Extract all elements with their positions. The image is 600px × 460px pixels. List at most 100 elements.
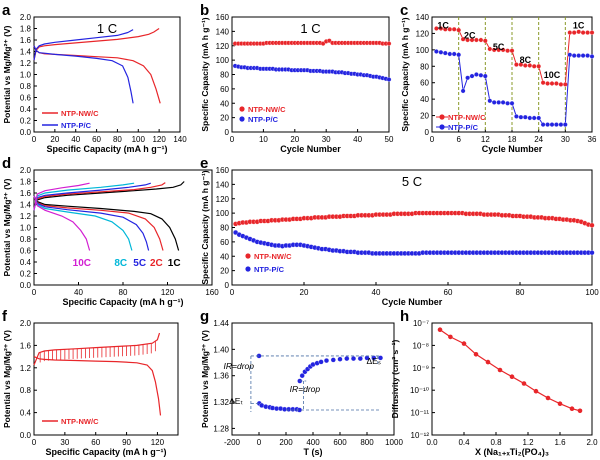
x-tick-label: 40 [353, 135, 362, 144]
panel-d: d 0 40 80 120 160 0.0 0.2 0.4 0.6 0.8 1.0 1.2 1.4 1.6 1… [2, 155, 219, 307]
y-tick-label: 10⁻¹¹ [411, 409, 430, 418]
y-tick-label: 0.2 [20, 270, 32, 279]
y-tick-label: 1.6 [20, 341, 32, 350]
annotation-text: ΔEₜ [229, 396, 243, 406]
x-tick-label: 12 [481, 135, 490, 144]
legend-entry: NTP-NW/C [436, 113, 486, 122]
legend-entry: NTP-NW/C [42, 417, 99, 426]
legend-label: NTP-P/C [448, 123, 479, 132]
data-point [567, 30, 573, 35]
data-point [562, 122, 568, 127]
annotation-text: 10C [544, 70, 561, 80]
legend-swatch [239, 106, 245, 112]
data-point [330, 357, 336, 363]
y-tick-label: 10⁻⁷ [413, 319, 429, 328]
legend-swatch [245, 253, 251, 259]
panel-b: b 0 10 20 30 40 50 0 20 40 60 80 100 120 140 160 Cycle N… [200, 2, 394, 154]
series-line [33, 195, 164, 251]
y-axis-label: Specific Capacity (mA h g⁻¹) [200, 170, 210, 284]
y-tick-label: 20 [220, 114, 229, 123]
panel-f: f 0 30 60 90 120 0.0 0.4 0.8 1.2 1.6 2.0 Specific Ca… [2, 308, 179, 457]
data-point [465, 75, 470, 81]
data-point [482, 73, 488, 79]
x-tick-label: 0.8 [490, 438, 502, 447]
series-ntp-nw-c [232, 38, 392, 46]
annotation-text: 5C [493, 42, 505, 52]
x-axis-label: T (s) [304, 447, 323, 457]
data-point [518, 62, 524, 67]
y-tick-label: 40 [220, 99, 229, 108]
data-point [580, 30, 586, 35]
data-point [514, 62, 519, 67]
y-tick-label: 100 [216, 56, 230, 65]
panel-label-a: a [2, 2, 11, 19]
data-point [509, 48, 515, 54]
y-tick-label: 1.44 [213, 319, 229, 328]
legend-label: NTP-P/C [61, 121, 92, 130]
y-axis-label: Specific Capacity (mA h g⁻¹) [400, 17, 410, 131]
data-point [451, 51, 457, 57]
y-tick-label: 80 [220, 71, 229, 80]
data-point [318, 359, 324, 365]
y-axis-label: Potential vs Mg/Mg²⁺ (V) [2, 330, 12, 428]
x-axis-label: Cycle Number [280, 144, 341, 154]
y-tick-label: 60 [220, 238, 229, 247]
x-tick-label: 30 [561, 135, 570, 144]
x-tick-label: 120 [161, 288, 175, 297]
legend-entry: NTP-P/C [42, 121, 92, 130]
x-tick-label: 90 [122, 438, 131, 447]
data-point [326, 38, 332, 44]
data-point [505, 100, 510, 106]
panel-a: a 0 20 40 60 80 100 120 140 0.0 0.2 0.4 0.6 0.8 1.0 1.2… [2, 2, 187, 154]
chart-title: 1 C [97, 21, 117, 36]
legend-label: NTP-NW/C [254, 252, 292, 261]
legend-label: NTP-P/C [254, 265, 285, 274]
annotation-text: 1C [437, 21, 449, 31]
data-point [540, 122, 546, 127]
y-tick-label: 0.4 [20, 105, 32, 114]
x-tick-label: 20 [290, 135, 299, 144]
y-tick-label: 40 [220, 252, 229, 261]
y-tick-label: 1.2 [20, 364, 32, 373]
data-point [549, 122, 555, 127]
data-point [558, 82, 564, 87]
x-tick-label: 30 [60, 438, 69, 447]
y-tick-label: 100 [416, 46, 430, 55]
data-point [536, 63, 542, 69]
data-point [456, 27, 462, 33]
y-tick-label: 140 [216, 27, 230, 36]
rate-label: 2C [150, 258, 163, 269]
data-point [536, 115, 542, 121]
data-point [438, 49, 444, 55]
legend-swatch [245, 266, 251, 272]
y-tick-label: 1.40 [213, 345, 229, 354]
annotation-text: 2C [464, 30, 476, 40]
series-ntp-p-c [434, 49, 595, 127]
y-tick-label: 1.8 [20, 178, 32, 187]
x-tick-label: 40 [372, 288, 381, 297]
y-tick-label: 1.0 [20, 71, 32, 80]
x-tick-label: 60 [91, 438, 100, 447]
legend-label: NTP-NW/C [61, 417, 99, 426]
data-point [562, 82, 568, 87]
data-point [491, 100, 497, 105]
y-tick-label: 0.8 [20, 82, 32, 91]
x-tick-label: 1.6 [554, 438, 566, 447]
x-tick-label: 100 [585, 288, 599, 297]
y-tick-label: 60 [220, 85, 229, 94]
series-curve-1 [33, 356, 162, 416]
x-tick-label: 1000 [385, 438, 403, 447]
panel-e: e 0 20 40 60 80 100 0 20 40 60 80 100 120 140 160 Cycle … [200, 155, 599, 307]
x-tick-label: 60 [444, 288, 453, 297]
y-tick-label: 1.36 [213, 372, 229, 381]
annotation-text: 1C [573, 21, 585, 31]
legend-entry: NTP-NW/C [245, 252, 292, 261]
data-point [337, 356, 343, 362]
data-point [478, 37, 484, 43]
series-curve-2 [33, 182, 166, 209]
x-tick-label: 80 [516, 288, 525, 297]
x-tick-label: -200 [224, 438, 241, 447]
series-line [33, 195, 180, 251]
data-point [448, 334, 453, 340]
data-point [589, 54, 595, 59]
